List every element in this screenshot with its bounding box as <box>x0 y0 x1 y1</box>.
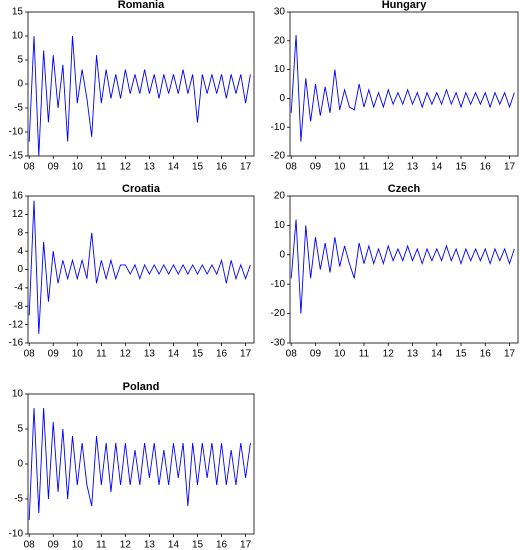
x-tick-label: 15 <box>192 540 204 550</box>
x-tick-label: 10 <box>334 349 346 360</box>
x-tick-label: 12 <box>120 540 132 550</box>
y-tick-label: 0 <box>17 459 23 470</box>
x-tick-label: 10 <box>72 162 84 173</box>
x-tick-label: 08 <box>24 540 36 550</box>
series-line <box>28 35 251 157</box>
x-tick-label: 16 <box>216 540 228 550</box>
x-tick-label: 11 <box>359 162 370 173</box>
x-tick-label: 15 <box>455 162 467 173</box>
x-tick-label: 13 <box>144 349 156 360</box>
y-tick-label: 15 <box>12 7 24 18</box>
x-tick-label: 15 <box>192 349 204 360</box>
x-tick-label: 11 <box>359 349 370 360</box>
plot-frame <box>289 195 519 344</box>
plot-frame <box>27 195 255 344</box>
series-line <box>28 407 251 521</box>
y-tick-label: -20 <box>271 308 286 319</box>
x-tick-label: 17 <box>504 162 516 173</box>
y-tick-label: 10 <box>274 64 286 75</box>
y-tick-label: -8 <box>14 301 23 312</box>
x-tick-label: 14 <box>168 162 180 173</box>
y-tick-label: -12 <box>9 319 24 330</box>
y-tick-label: -20 <box>271 151 286 162</box>
y-tick-label: 20 <box>274 35 286 46</box>
panel-title: Hungary <box>382 0 428 11</box>
y-tick-label: -16 <box>9 338 24 349</box>
x-tick-label: 08 <box>286 349 298 360</box>
y-tick-label: -5 <box>14 494 23 505</box>
panel-title: Romania <box>118 0 165 11</box>
y-tick-label: 0 <box>279 249 285 260</box>
y-tick-label: 12 <box>12 209 24 220</box>
x-tick-label: 10 <box>72 540 84 550</box>
y-tick-label: 0 <box>279 93 285 104</box>
x-tick-label: 09 <box>48 349 60 360</box>
y-tick-label: -30 <box>271 338 286 349</box>
x-tick-label: 14 <box>431 162 443 173</box>
x-tick-label: 11 <box>96 162 107 173</box>
x-tick-label: 14 <box>431 349 443 360</box>
x-tick-label: 14 <box>168 349 180 360</box>
x-tick-label: 17 <box>240 349 252 360</box>
x-tick-label: 11 <box>96 540 107 550</box>
y-tick-label: -10 <box>271 279 286 290</box>
x-tick-label: 15 <box>455 349 467 360</box>
y-tick-label: 5 <box>17 55 23 66</box>
y-tick-label: 10 <box>12 389 24 400</box>
x-tick-label: 15 <box>192 162 204 173</box>
x-tick-label: 17 <box>240 162 252 173</box>
plot-frame <box>27 393 255 535</box>
panel-title: Poland <box>123 381 160 393</box>
series-line <box>290 219 515 314</box>
series-line <box>290 35 515 142</box>
x-tick-label: 09 <box>48 162 60 173</box>
x-tick-label: 17 <box>240 540 252 550</box>
x-tick-label: 10 <box>72 349 84 360</box>
x-tick-label: 16 <box>480 162 492 173</box>
x-tick-label: 16 <box>480 349 492 360</box>
x-tick-label: 12 <box>120 162 132 173</box>
plot-frame <box>289 11 519 157</box>
y-tick-label: 5 <box>17 424 23 435</box>
x-tick-label: 08 <box>286 162 298 173</box>
x-tick-label: 11 <box>96 349 107 360</box>
panel-title: Croatia <box>122 183 161 195</box>
x-tick-label: 12 <box>120 349 132 360</box>
y-tick-label: 0 <box>17 264 23 275</box>
y-tick-label: 30 <box>274 7 286 18</box>
y-tick-label: -10 <box>9 127 24 138</box>
panel-title: Czech <box>388 183 421 195</box>
x-tick-label: 08 <box>24 162 36 173</box>
x-tick-label: 09 <box>310 349 322 360</box>
x-tick-label: 09 <box>310 162 322 173</box>
x-tick-label: 13 <box>144 540 156 550</box>
y-tick-label: 10 <box>12 31 24 42</box>
y-tick-label: -10 <box>271 122 286 133</box>
y-tick-label: 0 <box>17 79 23 90</box>
y-tick-label: 16 <box>12 191 24 202</box>
x-tick-label: 12 <box>383 349 395 360</box>
x-tick-label: 13 <box>407 162 419 173</box>
x-tick-label: 08 <box>24 349 36 360</box>
y-tick-label: -10 <box>9 529 24 540</box>
y-tick-label: -15 <box>9 151 24 162</box>
y-tick-label: -5 <box>14 103 23 114</box>
y-tick-label: -4 <box>14 283 23 294</box>
x-tick-label: 09 <box>48 540 60 550</box>
x-tick-label: 17 <box>504 349 516 360</box>
y-tick-label: 4 <box>17 246 23 257</box>
x-tick-label: 10 <box>334 162 346 173</box>
x-tick-label: 12 <box>383 162 395 173</box>
x-tick-label: 13 <box>144 162 156 173</box>
x-tick-label: 14 <box>168 540 180 550</box>
plot-frame <box>27 11 255 157</box>
series-line <box>28 200 251 334</box>
y-tick-label: 8 <box>17 227 23 238</box>
x-tick-label: 13 <box>407 349 419 360</box>
y-tick-label: 20 <box>274 191 286 202</box>
x-tick-label: 16 <box>216 162 228 173</box>
y-tick-label: 10 <box>274 220 286 231</box>
x-tick-label: 16 <box>216 349 228 360</box>
